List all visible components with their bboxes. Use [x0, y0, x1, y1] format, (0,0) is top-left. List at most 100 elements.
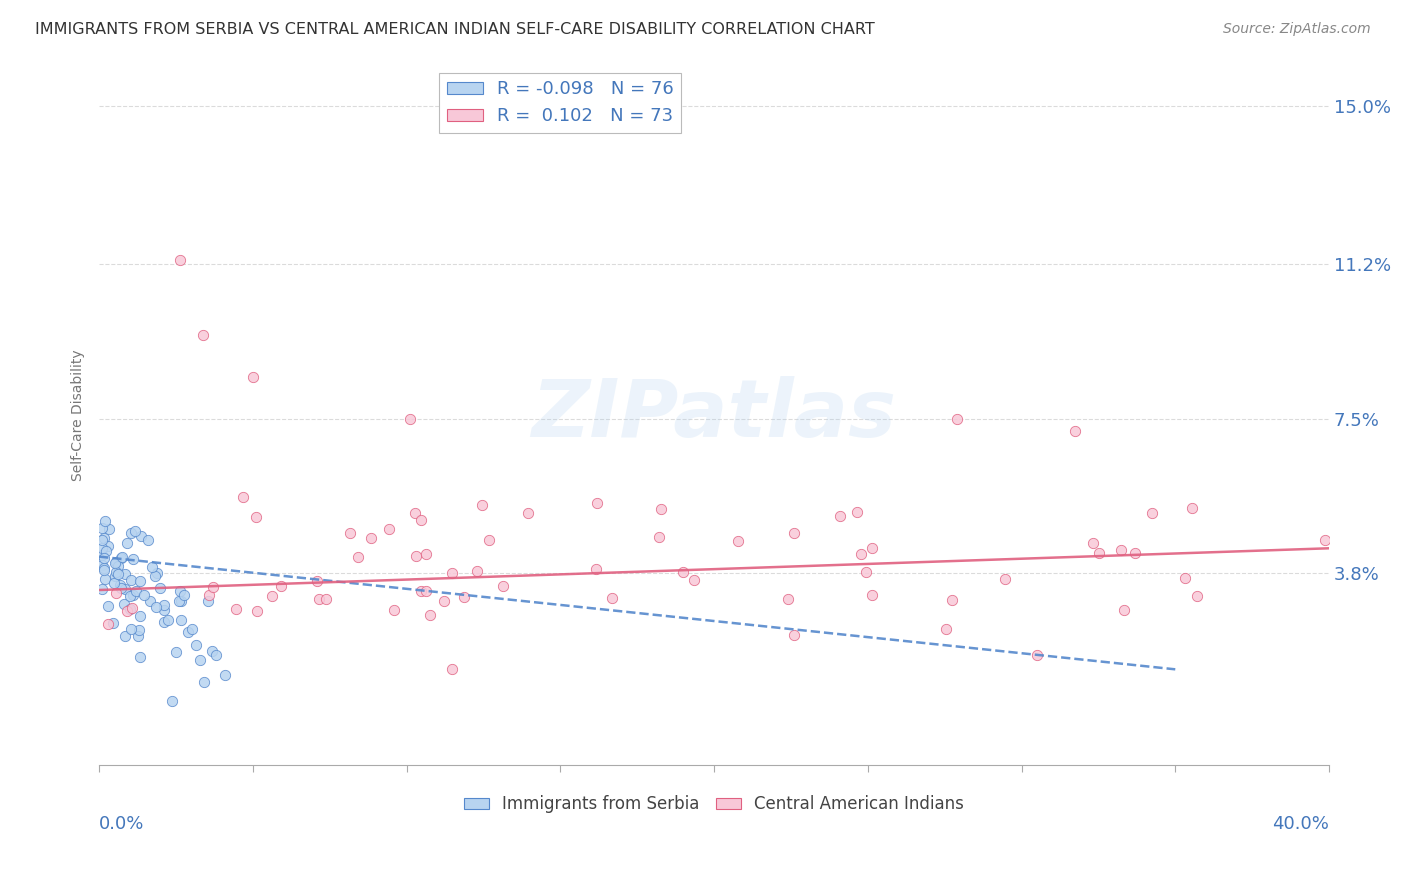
Point	[114, 629, 136, 643]
Point	[441, 566, 464, 580]
Point	[170, 594, 193, 608]
Point	[1313, 533, 1336, 547]
Point	[104, 569, 127, 583]
Point	[91, 582, 114, 596]
Point	[143, 569, 166, 583]
Point	[477, 533, 499, 547]
Point	[97, 616, 120, 631]
Point	[1114, 602, 1136, 616]
Point	[585, 562, 607, 576]
Point	[465, 564, 488, 578]
Point	[405, 549, 427, 564]
Point	[346, 549, 368, 564]
Point	[104, 555, 127, 569]
Point	[129, 608, 152, 623]
Point	[128, 623, 150, 637]
Point	[156, 613, 179, 627]
Point	[201, 644, 224, 658]
Point	[124, 524, 146, 538]
Point	[860, 541, 883, 556]
Point	[198, 588, 221, 602]
Point	[245, 510, 267, 524]
Point	[492, 579, 515, 593]
Point	[1088, 546, 1111, 560]
Point	[141, 560, 163, 574]
Point	[91, 541, 114, 555]
Point	[246, 604, 269, 618]
Point	[94, 573, 117, 587]
Point	[121, 600, 143, 615]
Point	[1187, 589, 1209, 603]
Point	[181, 622, 204, 636]
Point	[783, 526, 806, 541]
Point	[165, 645, 187, 659]
Point	[270, 579, 292, 593]
Point	[360, 531, 382, 545]
Point	[404, 506, 426, 520]
Point	[432, 593, 454, 607]
Point	[169, 253, 191, 268]
Point	[93, 561, 115, 575]
Point	[382, 603, 405, 617]
Point	[125, 583, 148, 598]
Point	[860, 588, 883, 602]
Point	[97, 522, 120, 536]
Point	[415, 547, 437, 561]
Point	[91, 521, 114, 535]
Point	[946, 412, 969, 426]
Point	[110, 581, 132, 595]
Point	[845, 505, 868, 519]
Point	[415, 583, 437, 598]
Point	[120, 622, 142, 636]
Point	[111, 550, 134, 565]
Point	[153, 603, 176, 617]
Point	[115, 604, 138, 618]
Legend: Immigrants from Serbia, Central American Indians: Immigrants from Serbia, Central American…	[457, 789, 972, 820]
Point	[308, 592, 330, 607]
Point	[107, 567, 129, 582]
Point	[132, 588, 155, 602]
Point	[440, 662, 463, 676]
Point	[1026, 648, 1049, 663]
Point	[315, 592, 337, 607]
Point	[197, 594, 219, 608]
Point	[782, 628, 804, 642]
Point	[201, 580, 224, 594]
Point	[188, 653, 211, 667]
Point	[114, 582, 136, 596]
Point	[191, 328, 214, 343]
Y-axis label: Self-Care Disability: Self-Care Disability	[72, 349, 86, 481]
Point	[110, 550, 132, 565]
Point	[419, 608, 441, 623]
Point	[1123, 547, 1146, 561]
Text: 0.0%: 0.0%	[100, 815, 145, 833]
Point	[305, 574, 328, 588]
Point	[91, 533, 114, 547]
Point	[600, 591, 623, 606]
Point	[1174, 571, 1197, 585]
Point	[115, 536, 138, 550]
Point	[104, 556, 127, 570]
Point	[107, 558, 129, 573]
Point	[672, 565, 695, 579]
Point	[149, 581, 172, 595]
Point	[94, 514, 117, 528]
Point	[103, 615, 125, 630]
Point	[1064, 425, 1087, 439]
Point	[160, 694, 183, 708]
Point	[586, 496, 609, 510]
Text: Source: ZipAtlas.com: Source: ZipAtlas.com	[1223, 22, 1371, 37]
Point	[105, 565, 128, 579]
Point	[170, 613, 193, 627]
Point	[120, 525, 142, 540]
Point	[120, 602, 142, 616]
Point	[105, 585, 128, 599]
Point	[776, 592, 799, 607]
Point	[193, 675, 215, 690]
Point	[127, 630, 149, 644]
Point	[242, 370, 264, 384]
Point	[114, 567, 136, 582]
Text: IMMIGRANTS FROM SERBIA VS CENTRAL AMERICAN INDIAN SELF-CARE DISABILITY CORRELATI: IMMIGRANTS FROM SERBIA VS CENTRAL AMERIC…	[35, 22, 875, 37]
Point	[145, 600, 167, 615]
Point	[167, 594, 190, 608]
